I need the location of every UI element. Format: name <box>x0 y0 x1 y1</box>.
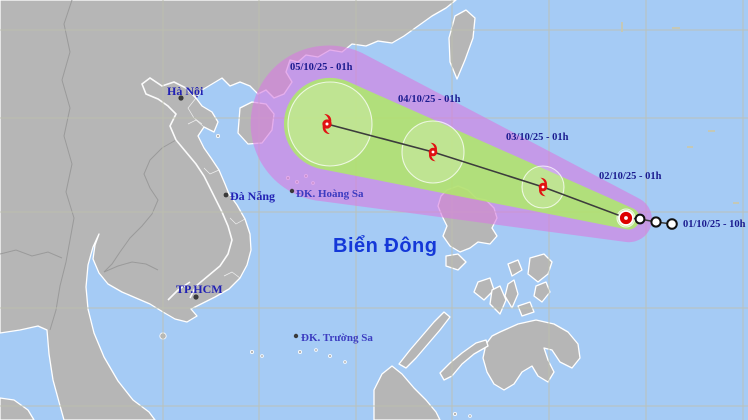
land-bohol-island <box>517 301 535 317</box>
sea-name-label: Biển Đông <box>333 235 438 257</box>
land-panay-island <box>473 277 495 301</box>
country-borders <box>0 0 177 331</box>
date-label-04-10: 04/10/25 - 01h <box>398 94 461 105</box>
vietnam-border <box>141 77 233 301</box>
city-marker-danang <box>223 192 229 198</box>
date-label-01-10: 01/10/25 - 10h <box>683 219 746 230</box>
station-label-truongsa: ĐK. Trường Sa <box>301 332 373 344</box>
city-marker-hanoi <box>178 95 184 101</box>
station-label-hoangsa: ĐK. Hoàng Sa <box>296 188 364 200</box>
land-samar-island <box>527 253 553 283</box>
land-taiwan-island <box>448 9 476 80</box>
track-date-labels: 05/10/25 - 01h 04/10/25 - 01h 03/10/25 -… <box>290 62 746 230</box>
date-label-02-10: 02/10/25 - 01h <box>599 171 662 182</box>
land-cebu-island <box>504 279 519 309</box>
storm-cone-inner <box>283 77 640 230</box>
city-marker-tphcm <box>193 294 199 300</box>
station-marker-truongsa <box>293 333 299 339</box>
city-markers <box>178 95 299 339</box>
land-palawan-island <box>398 311 451 369</box>
land-leyte-island <box>533 281 551 303</box>
station-marker-hoangsa <box>289 188 295 194</box>
city-labels: Hà Nội Đà Nẵng TP.HCM ĐK. Hoàng Sa ĐK. T… <box>167 84 373 344</box>
reef-marks <box>621 22 739 204</box>
past-position-marker <box>634 213 646 225</box>
province-borders <box>187 97 246 279</box>
date-label-03-10: 03/10/25 - 01h <box>506 132 569 143</box>
city-label-hanoi: Hà Nội <box>167 84 204 98</box>
land-sumatra-corner <box>0 397 35 420</box>
city-label-danang: Đà Nẵng <box>230 189 275 203</box>
land-mindanao-island <box>482 319 581 391</box>
date-label-05-10: 05/10/25 - 01h <box>290 62 353 73</box>
past-position-marker <box>650 216 662 228</box>
city-label-tphcm: TP.HCM <box>176 282 223 296</box>
past-position-markers <box>634 213 678 230</box>
current-position-marker <box>618 210 634 226</box>
land-masbate-island <box>507 259 523 277</box>
past-position-marker <box>666 218 678 230</box>
land-negros-island <box>489 285 507 315</box>
land-mindoro-island <box>445 253 467 271</box>
